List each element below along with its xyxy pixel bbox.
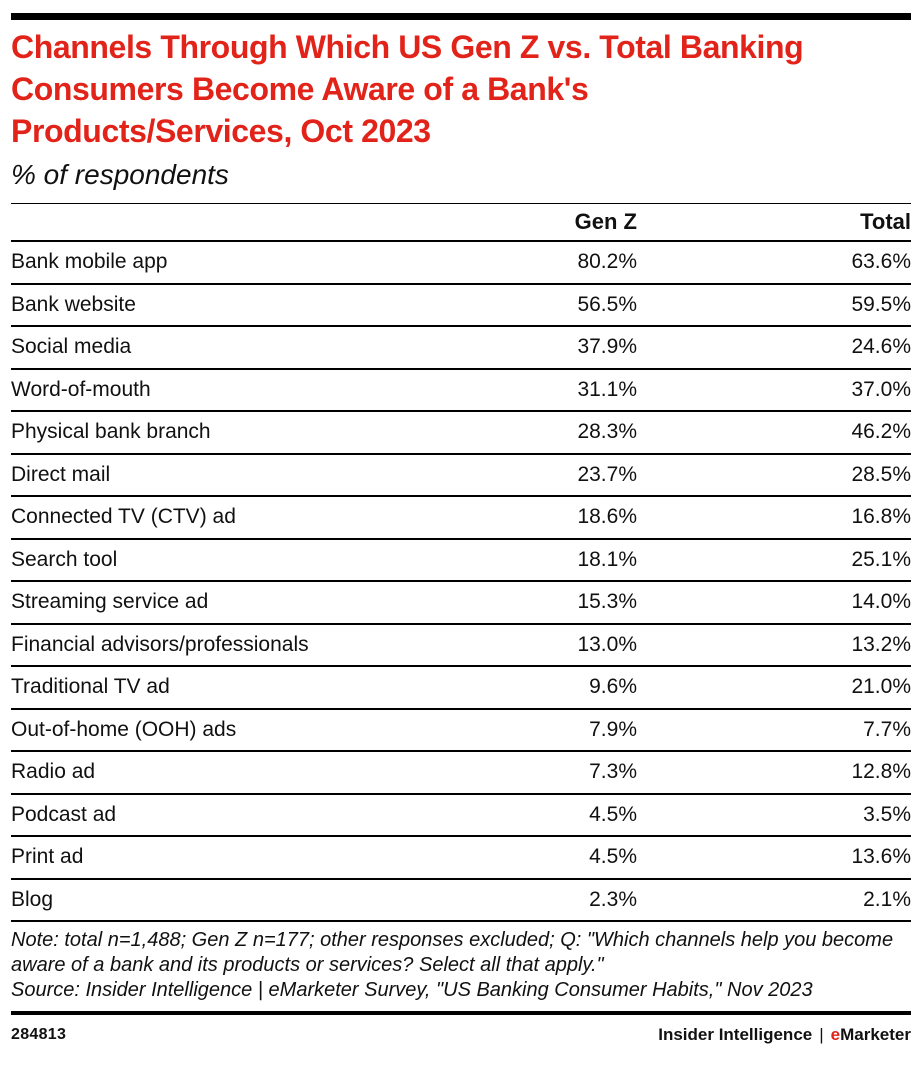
- row-total-value: 13.2%: [851, 632, 911, 656]
- row-label: Traditional TV ad: [11, 675, 170, 699]
- row-genz-value: 15.3%: [577, 590, 637, 614]
- row-genz-value: 2.3%: [589, 887, 637, 911]
- table-row: Bank mobile app 80.2% 63.6%: [11, 242, 911, 285]
- row-total-value: 2.1%: [863, 887, 911, 911]
- row-total-value: 16.8%: [851, 505, 911, 529]
- table-row: Bank website 56.5% 59.5%: [11, 285, 911, 327]
- row-label: Streaming service ad: [11, 590, 209, 614]
- row-label: Direct mail: [11, 462, 111, 486]
- table-row: Print ad 4.5% 13.6%: [11, 837, 911, 880]
- table-row: Word-of-mouth 31.1% 37.0%: [11, 370, 911, 412]
- table-row: Streaming service ad 15.3% 14.0%: [11, 582, 911, 625]
- row-genz-value: 56.5%: [577, 292, 637, 316]
- row-label: Connected TV (CTV) ad: [11, 505, 236, 529]
- row-total-value: 7.7%: [863, 717, 911, 741]
- table-row: Physical bank branch 28.3% 46.2%: [11, 412, 911, 455]
- footnote-block: Note: total n=1,488; Gen Z n=177; other …: [11, 928, 911, 1003]
- note-text: Note: total n=1,488; Gen Z n=177; other …: [11, 929, 894, 976]
- row-label: Physical bank branch: [11, 420, 211, 444]
- row-total-value: 46.2%: [851, 420, 911, 444]
- table-row: Podcast ad 4.5% 3.5%: [11, 795, 911, 837]
- row-label: Out-of-home (OOH) ads: [11, 717, 237, 741]
- source-text: Source: Insider Intelligence | eMarketer…: [11, 979, 813, 1001]
- row-total-value: 25.1%: [851, 547, 911, 571]
- table-row: Out-of-home (OOH) ads 7.9% 7.7%: [11, 710, 911, 752]
- row-total-value: 14.0%: [851, 590, 911, 614]
- row-genz-value: 37.9%: [577, 335, 637, 359]
- table-row: Connected TV (CTV) ad 18.6% 16.8%: [11, 497, 911, 540]
- brand-insider-intelligence: Insider Intelligence: [658, 1025, 813, 1044]
- top-divider-bar: [11, 13, 911, 20]
- row-total-value: 37.0%: [851, 377, 911, 401]
- brand-emarketer-e: e: [830, 1025, 841, 1044]
- footer: 284813 Insider Intelligence | eMarketer: [11, 1025, 911, 1045]
- row-label: Bank website: [11, 292, 136, 316]
- chart-title: Channels Through Which US Gen Z vs. Tota…: [11, 29, 804, 149]
- data-table: Gen Z Total Bank mobile app 80.2% 63.6% …: [11, 203, 911, 922]
- row-label: Radio ad: [11, 760, 96, 784]
- row-total-value: 13.6%: [851, 845, 911, 869]
- row-total-value: 63.6%: [851, 250, 911, 274]
- row-label: Social media: [11, 335, 132, 359]
- row-total-value: 12.8%: [851, 760, 911, 784]
- row-total-value: 28.5%: [851, 462, 911, 486]
- brand-logo: Insider Intelligence | eMarketer: [658, 1025, 911, 1045]
- row-genz-value: 18.1%: [577, 547, 637, 571]
- row-genz-value: 4.5%: [589, 802, 637, 826]
- table-row: Search tool 18.1% 25.1%: [11, 540, 911, 582]
- row-genz-value: 31.1%: [577, 377, 637, 401]
- row-label: Bank mobile app: [11, 250, 168, 274]
- header-cell-genz: Gen Z: [574, 209, 637, 234]
- row-label: Podcast ad: [11, 802, 117, 826]
- row-genz-value: 13.0%: [577, 632, 637, 656]
- table-row: Blog 2.3% 2.1%: [11, 880, 911, 922]
- row-label: Print ad: [11, 845, 84, 869]
- row-label: Financial advisors/professionals: [11, 632, 309, 656]
- row-genz-value: 7.9%: [589, 717, 637, 741]
- row-genz-value: 80.2%: [577, 250, 637, 274]
- row-label: Word-of-mouth: [11, 377, 151, 401]
- table-row: Social media 37.9% 24.6%: [11, 327, 911, 370]
- brand-emarketer-rest: Marketer: [840, 1025, 911, 1044]
- row-label: Blog: [11, 887, 54, 911]
- table-header-row: Gen Z Total: [11, 204, 911, 242]
- row-total-value: 59.5%: [851, 292, 911, 316]
- bottom-divider-bar: [11, 1011, 911, 1015]
- row-genz-value: 18.6%: [577, 505, 637, 529]
- table-row: Direct mail 23.7% 28.5%: [11, 455, 911, 497]
- row-genz-value: 28.3%: [577, 420, 637, 444]
- row-label: Search tool: [11, 547, 118, 571]
- header-cell-total: Total: [860, 209, 911, 234]
- row-total-value: 24.6%: [851, 335, 911, 359]
- row-total-value: 3.5%: [863, 802, 911, 826]
- table-row: Radio ad 7.3% 12.8%: [11, 752, 911, 795]
- table-row: Financial advisors/professionals 13.0% 1…: [11, 625, 911, 667]
- chart-page: Channels Through Which US Gen Z vs. Tota…: [0, 13, 922, 1045]
- chart-subtitle: % of respondents: [11, 159, 229, 190]
- row-genz-value: 7.3%: [589, 760, 637, 784]
- chart-id: 284813: [11, 1026, 67, 1043]
- table-row: Traditional TV ad 9.6% 21.0%: [11, 667, 911, 710]
- row-total-value: 21.0%: [851, 675, 911, 699]
- row-genz-value: 23.7%: [577, 462, 637, 486]
- row-genz-value: 4.5%: [589, 845, 637, 869]
- brand-separator: |: [819, 1025, 824, 1044]
- row-genz-value: 9.6%: [589, 675, 637, 699]
